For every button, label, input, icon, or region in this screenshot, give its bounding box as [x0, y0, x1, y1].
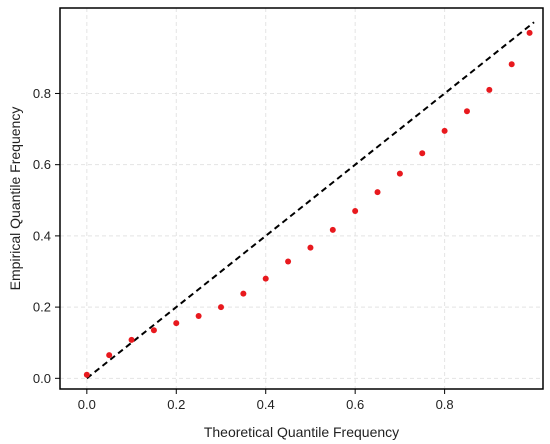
x-axis-ticks: 0.0 0.2 0.4 0.6 0.8	[78, 389, 454, 412]
data-point	[83, 371, 90, 378]
data-point	[106, 352, 113, 359]
data-point	[262, 275, 269, 282]
data-point	[526, 29, 533, 36]
x-tick-label: 0.2	[167, 397, 185, 412]
data-point	[173, 320, 180, 327]
x-tick-label: 0.8	[436, 397, 454, 412]
x-axis-label: Theoretical Quantile Frequency	[204, 424, 399, 440]
data-point	[508, 61, 515, 68]
grid	[60, 8, 543, 389]
data-point	[486, 86, 493, 93]
data-point	[285, 258, 292, 265]
data-point	[307, 244, 314, 251]
data-point	[419, 150, 426, 157]
y-tick-label: 0.0	[33, 371, 51, 386]
y-axis-label: Empirical Quantile Frequency	[7, 107, 23, 291]
data-point	[195, 313, 202, 320]
data-point	[396, 170, 403, 177]
data-point	[150, 327, 157, 334]
x-tick-label: 0.6	[346, 397, 364, 412]
data-points	[83, 29, 533, 378]
data-point	[463, 108, 470, 115]
data-point	[240, 290, 247, 297]
x-tick-label: 0.4	[257, 397, 275, 412]
reference-line	[86, 21, 535, 380]
y-tick-label: 0.2	[33, 300, 51, 315]
y-tick-label: 0.8	[33, 86, 51, 101]
y-tick-label: 0.4	[33, 228, 51, 243]
data-point	[374, 189, 381, 196]
y-axis-ticks: 0.0 0.2 0.4 0.6 0.8	[33, 86, 60, 386]
x-tick-label: 0.0	[78, 397, 96, 412]
data-point	[218, 304, 224, 311]
data-point	[352, 207, 359, 214]
reference-line-layer	[86, 21, 535, 380]
plot-frame	[59, 7, 544, 390]
data-point	[441, 127, 448, 134]
data-point	[128, 336, 135, 343]
y-tick-label: 0.6	[33, 157, 51, 172]
data-point	[329, 226, 336, 233]
